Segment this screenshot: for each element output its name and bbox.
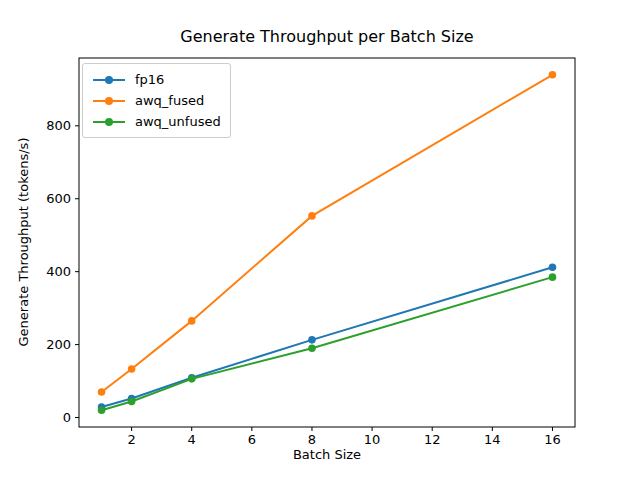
legend-label: fp16 [135,73,164,86]
legend-sample-icon [92,95,126,107]
y-tick-label: 800 [46,118,71,133]
series-line-awq_unfused [102,277,553,410]
data-point-fp16 [308,336,316,344]
y-tick-label: 0 [63,410,71,425]
x-tick-label: 12 [424,432,441,447]
series-line-fp16 [102,267,553,407]
legend-label: awq_unfused [135,115,221,128]
legend-sample-icon [92,116,126,128]
x-tick-label: 2 [127,432,135,447]
x-tick-label: 14 [484,432,501,447]
data-point-awq_fused [128,365,136,373]
data-point-awq_unfused [128,398,136,406]
data-point-awq_unfused [308,344,316,352]
x-tick-label: 6 [248,432,256,447]
data-point-awq_fused [188,317,196,325]
data-point-awq_unfused [549,273,557,281]
data-point-fp16 [549,263,557,271]
legend-item-fp16: fp16 [92,69,221,90]
x-tick-label: 16 [544,432,561,447]
data-point-awq_unfused [188,375,196,383]
y-tick-label: 600 [46,191,71,206]
y-tick-label: 200 [46,337,71,352]
x-tick-label: 8 [308,432,316,447]
legend-item-awq_unfused: awq_unfused [92,111,221,132]
x-tick-label: 4 [188,432,196,447]
data-point-awq_fused [308,212,316,220]
y-tick-label: 400 [46,264,71,279]
data-point-awq_fused [98,388,106,396]
chart-figure: Generate Throughput per Batch Size Gener… [0,0,640,480]
legend-sample-icon [92,74,126,86]
legend: fp16 awq_fused awq_unfused [82,63,231,138]
legend-item-awq_fused: awq_fused [92,90,221,111]
data-point-awq_fused [549,71,557,79]
legend-label: awq_fused [135,94,204,107]
x-tick-label: 10 [364,432,381,447]
data-point-awq_unfused [98,406,106,414]
